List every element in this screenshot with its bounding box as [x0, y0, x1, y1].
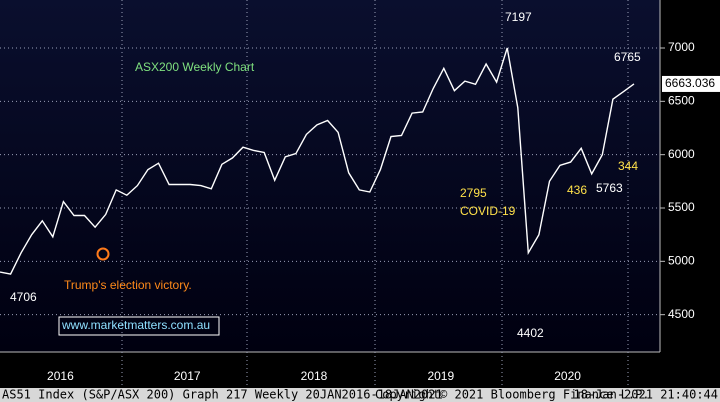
annotation: 2795 [460, 186, 487, 200]
y-tick-label: 6500 [668, 94, 695, 108]
chart-title: ASX200 Weekly Chart [135, 60, 255, 74]
annotation: COVID-19 [460, 204, 516, 218]
annotation: 4706 [10, 290, 37, 304]
x-tick-label: 2020 [554, 369, 581, 383]
footer-text: Copyright© 2021 Bloomberg Finance L.P. [375, 388, 650, 402]
y-tick-label: 6000 [668, 147, 695, 161]
annotation: 7197 [505, 10, 532, 24]
annotation: 344 [618, 159, 638, 173]
x-tick-label: 2016 [47, 369, 74, 383]
y-tick-label: 4500 [668, 307, 695, 321]
last-price-box [662, 75, 720, 92]
last-price-label: 6663.036 [665, 76, 715, 90]
price-line [0, 47, 635, 275]
annotation: 436 [567, 183, 587, 197]
footer-bar [0, 388, 720, 402]
x-tick-label: 2019 [427, 369, 454, 383]
plot-background [0, 0, 660, 352]
annotation: www.marketmatters.com.au [61, 318, 210, 332]
footer-text: 18-Jan-2021 21:40:44 [574, 388, 719, 402]
y-tick-label: 5000 [668, 254, 695, 268]
footer-text: AS51 Index (S&P/ASX 200) Graph 217 Weekl… [2, 388, 443, 402]
y-axis-panel [660, 0, 720, 352]
x-tick-label: 2018 [301, 369, 328, 383]
x-axis-panel [0, 352, 720, 388]
y-tick-label: 7000 [668, 40, 695, 54]
annotation: Trump's election victory. [64, 278, 192, 292]
site-box [58, 316, 220, 336]
election-marker [96, 247, 110, 261]
annotation: 5763 [596, 181, 623, 195]
x-tick-label: 2017 [174, 369, 201, 383]
annotation: 6765 [614, 50, 641, 64]
y-tick-label: 5500 [668, 200, 695, 214]
annotation: 4402 [517, 326, 544, 340]
